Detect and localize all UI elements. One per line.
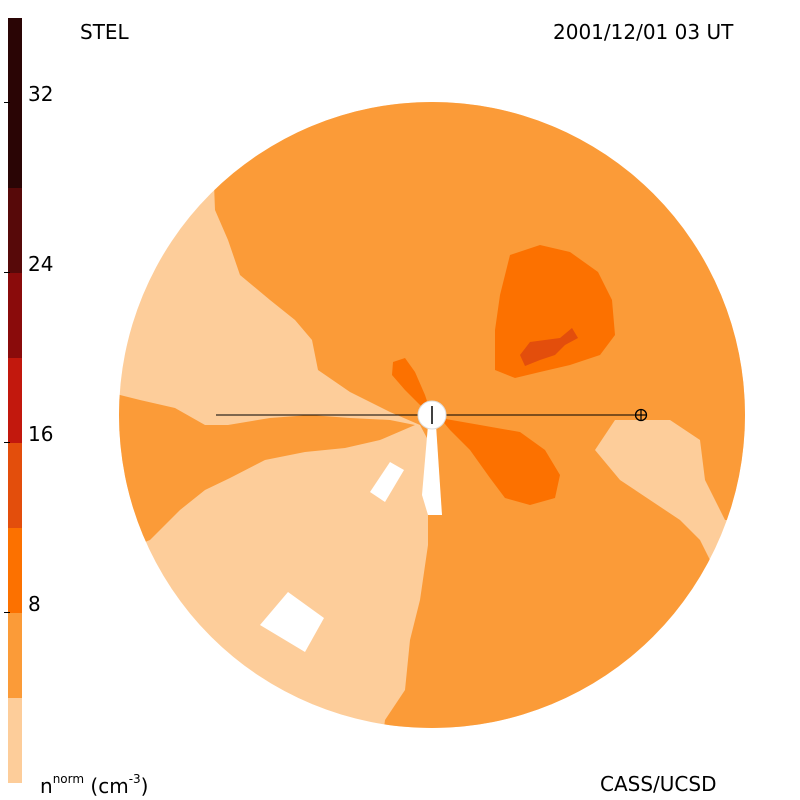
- timestamp-label: 2001/12/01 03 UT: [553, 20, 734, 44]
- colorbar-tick-label-32: 32: [28, 82, 54, 106]
- units-close: ): [140, 774, 149, 798]
- units-paren: (cm: [90, 774, 129, 798]
- units-exponent: -3: [128, 772, 141, 786]
- units-superscript: norm: [52, 772, 85, 786]
- density-region-left: [119, 390, 415, 560]
- colorbar-tick-16: [4, 442, 10, 443]
- colorbar-level-4: [8, 358, 22, 443]
- density-blob-upper-right: [495, 245, 615, 378]
- colorbar-level-0: [8, 698, 22, 783]
- colorbar-tick-label-24: 24: [28, 252, 54, 276]
- colorbar-level-5: [8, 273, 22, 358]
- density-core-upper-right: [520, 328, 578, 366]
- colorbar-tick-8: [4, 612, 10, 613]
- credit-label: CASS/UCSD: [600, 772, 717, 796]
- colorbar-tick-32: [4, 102, 10, 103]
- density-lobe-lower-right: [440, 418, 560, 505]
- colorbar-level-light-orange: [8, 613, 22, 698]
- density-region-upper: [210, 102, 745, 728]
- colorbar-level-3: [8, 443, 22, 528]
- sun-icon: [417, 400, 447, 430]
- instrument-label: STEL: [80, 20, 129, 44]
- data-gap-2: [260, 592, 324, 652]
- units-label: nnorm (cm-3): [40, 772, 148, 798]
- colorbar-tick-24: [4, 272, 10, 273]
- data-gap-1: [370, 462, 404, 502]
- data-gap-3: [422, 425, 442, 515]
- colorbar-level-7: [8, 18, 22, 188]
- units-symbol: n: [40, 774, 53, 798]
- colorbar-tick-label-8: 8: [28, 592, 41, 616]
- colorbar-level-6: [8, 188, 22, 273]
- earth-icon: [634, 408, 648, 422]
- colorbar-tick-label-16: 16: [28, 422, 54, 446]
- density-lobe-upper: [392, 358, 430, 410]
